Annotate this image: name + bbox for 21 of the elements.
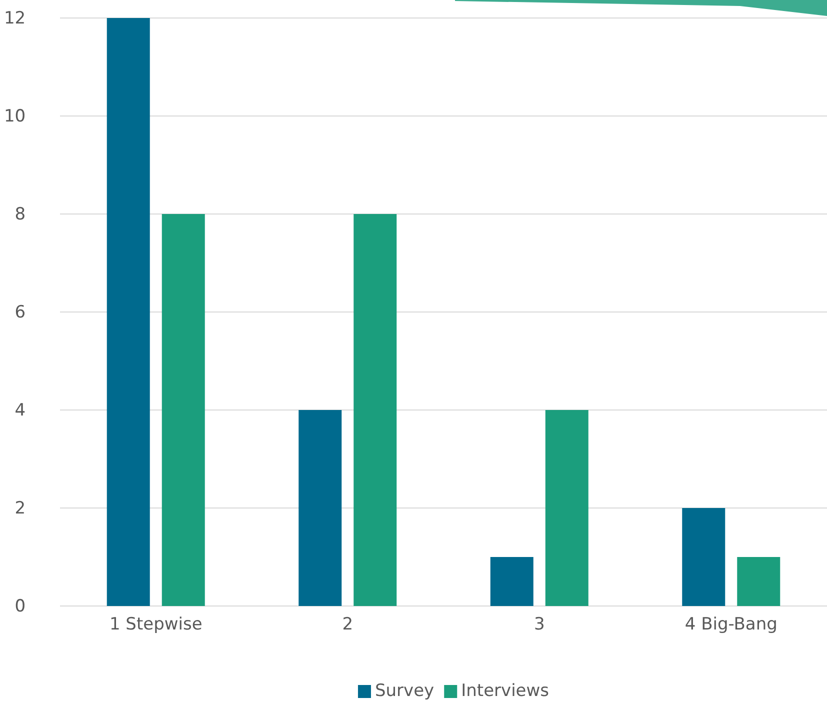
y-tick-label: 10 [4,106,26,126]
y-tick-label: 8 [14,204,26,224]
y-tick-label: 0 [14,596,26,616]
bar [354,214,397,606]
y-tick-label: 6 [14,302,26,322]
bar [737,557,780,606]
x-tick-label: 1 Stepwise [109,614,202,634]
bar [682,508,726,606]
y-tick-label: 4 [14,400,26,420]
y-tick-label: 12 [4,8,26,28]
x-tick-label: 3 [534,614,545,634]
bar [298,410,342,606]
x-tick-label: 4 Big-Bang [684,614,778,634]
x-tick-label: 2 [342,614,354,634]
bar [545,410,588,606]
bar [490,557,534,606]
bar [106,18,150,606]
bar [162,214,205,606]
y-tick-label: 2 [14,498,26,518]
legend-label: Survey [374,681,434,701]
legend-label: Interviews [461,681,550,701]
